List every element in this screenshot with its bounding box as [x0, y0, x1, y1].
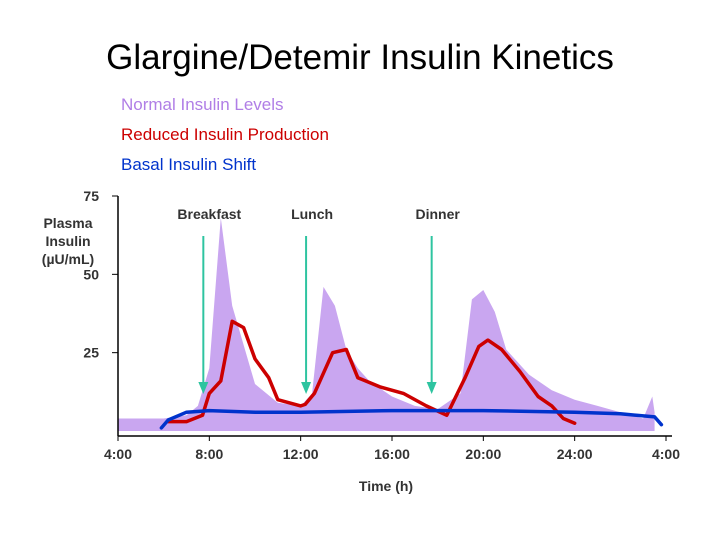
slide-title: Glargine/Detemir Insulin Kinetics [106, 38, 614, 77]
meal-arrowhead [198, 382, 209, 394]
x-tick-label: 4:00 [652, 446, 680, 462]
y-tick-label: 50 [83, 266, 99, 282]
legend-item-reduced: Reduced Insulin Production [121, 125, 329, 144]
series-area-normal [118, 217, 655, 431]
y-tick-label: 75 [83, 188, 99, 204]
meal-label-breakfast: Breakfast [177, 206, 241, 222]
y-axis-label-line1: Plasma [43, 215, 92, 231]
y-tick-label: 25 [83, 345, 99, 361]
x-tick-label: 8:00 [195, 446, 223, 462]
meal-arrowhead [426, 382, 437, 394]
x-tick-label: 12:00 [283, 446, 319, 462]
legend-item-normal: Normal Insulin Levels [121, 95, 284, 114]
x-tick-label: 24:00 [557, 446, 593, 462]
x-tick-label: 4:00 [104, 446, 132, 462]
legend-item-basal: Basal Insulin Shift [121, 155, 257, 174]
legend: Normal Insulin Levels Reduced Insulin Pr… [121, 90, 329, 180]
y-axis-label-line2: Insulin [45, 233, 90, 249]
x-axis-label: Time (h) [359, 478, 413, 494]
meal-arrowhead [301, 382, 312, 394]
meal-label-lunch: Lunch [291, 206, 333, 222]
x-tick-label: 20:00 [465, 446, 501, 462]
y-axis-label-line3: (µU/mL) [42, 251, 94, 267]
meal-label-dinner: Dinner [415, 206, 460, 222]
x-tick-label: 16:00 [374, 446, 410, 462]
series-line-reduced [166, 319, 577, 425]
series-line-basal [159, 408, 664, 430]
